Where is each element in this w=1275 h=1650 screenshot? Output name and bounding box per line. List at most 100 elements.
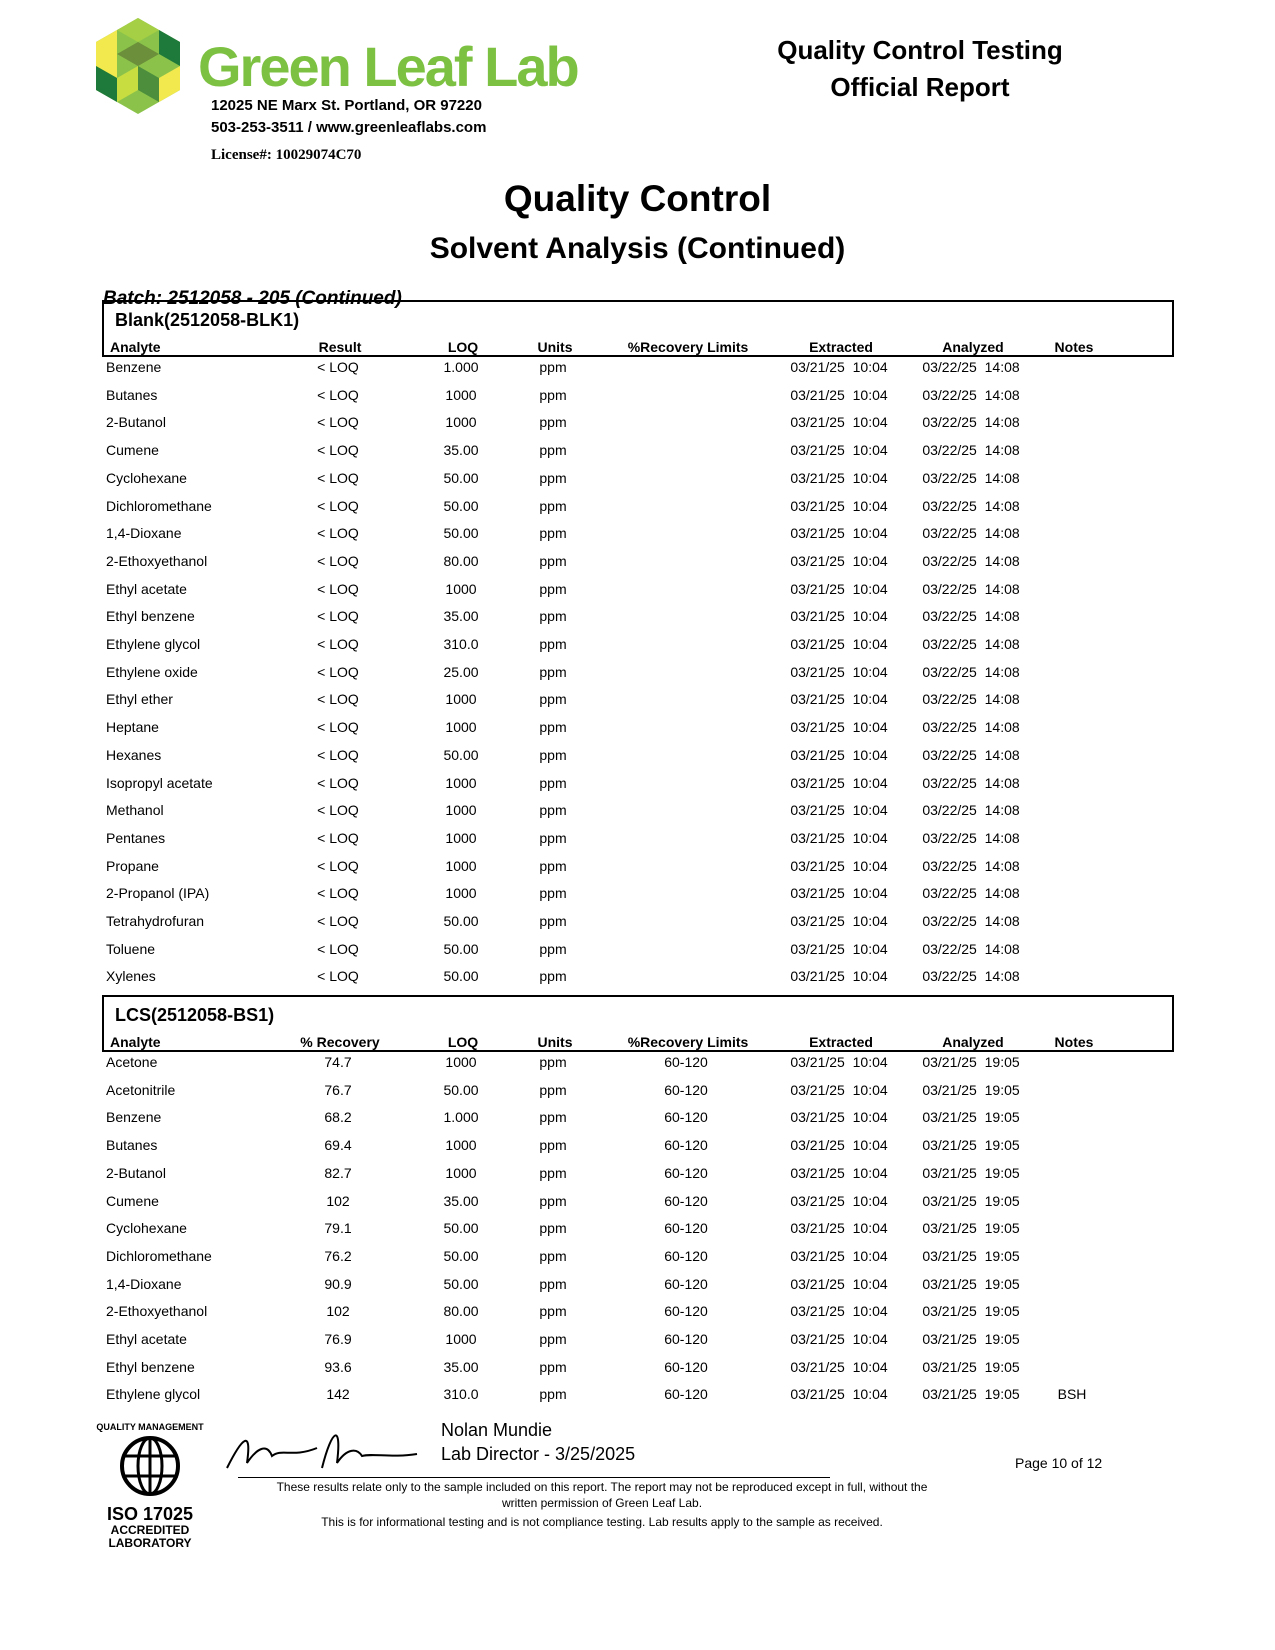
cell-analyzed: 03/22/25 14:08 [922, 580, 1020, 597]
cell-units: ppm [539, 940, 567, 957]
cell-extracted: 03/21/25 10:04 [790, 442, 888, 459]
cell-units: ppm [539, 525, 567, 542]
cell-result: 76.7 [324, 1081, 352, 1098]
cell-units: ppm [539, 1220, 567, 1237]
cell-loq: 1000 [445, 857, 477, 874]
column-header-recovery-limits: %Recovery Limits [627, 339, 749, 355]
cell-recovery-limits: 60-120 [664, 1220, 708, 1237]
table-row: Heptane < LOQ 1000 ppm 03/21/25 10:04 03/22/2… [102, 719, 1174, 747]
cell-analyte: Pentanes [106, 829, 166, 846]
cell-units: ppm [539, 1303, 567, 1320]
batch-label: Batch: 2512058 - 205 (Continued) [103, 288, 402, 309]
cell-extracted: 03/21/25 10:04 [790, 1081, 888, 1098]
cell-analyzed: 03/22/25 14:08 [922, 525, 1020, 542]
cell-extracted: 03/21/25 10:04 [790, 386, 888, 403]
cell-extracted: 03/21/25 10:04 [790, 968, 888, 985]
cell-analyzed: 03/22/25 14:08 [922, 414, 1020, 431]
cell-loq: 1000 [445, 386, 477, 403]
cell-analyte: Toluene [106, 940, 156, 957]
cell-loq: 80.00 [443, 1303, 479, 1320]
cell-units: ppm [539, 857, 567, 874]
cell-extracted: 03/21/25 10:04 [790, 1358, 888, 1375]
cell-units: ppm [539, 608, 567, 625]
cell-result: < LOQ [317, 636, 359, 652]
disclaimer-line2: written permission of Green Leaf Lab. [501, 1496, 703, 1510]
report-title-line1: Quality Control Testing [777, 35, 1063, 65]
cell-units: ppm [539, 802, 567, 819]
column-header-result: Result [318, 339, 362, 355]
cell-extracted: 03/21/25 10:04 [790, 1331, 888, 1347]
cell-analyte: 2-Butanol [106, 414, 166, 431]
cell-units: ppm [539, 1247, 567, 1264]
cell-extracted: 03/21/25 10:04 [790, 774, 888, 791]
cell-analyzed: 03/22/25 14:08 [922, 608, 1020, 625]
cell-extracted: 03/21/25 10:04 [790, 525, 888, 542]
cell-loq: 1.000 [443, 359, 479, 375]
table-row: Ethylene glycol 142 310.0 ppm 60-120 03/21/25… [102, 1386, 1174, 1414]
table-row: Acetonitrile 76.7 50.00 ppm 60-120 03/21/25 1… [102, 1082, 1174, 1110]
table-row: 2-Propanol (IPA) < LOQ 1000 ppm 03/21/25 10:… [102, 885, 1174, 913]
iso-text: ISO 17025 [107, 1504, 193, 1524]
cell-result: 69.4 [324, 1137, 352, 1154]
cell-result: < LOQ [317, 746, 359, 763]
cell-loq: 35.00 [443, 1192, 479, 1209]
cell-loq: 50.00 [443, 968, 479, 985]
table-row: Acetone 74.7 1000 ppm 60-120 03/21/25 10:04 03… [102, 1054, 1174, 1082]
table-row: Isopropyl acetate < LOQ 1000 ppm 03/21/25 10… [102, 775, 1174, 803]
cell-analyte: Acetone [106, 1054, 158, 1070]
cell-loq: 35.00 [443, 608, 479, 625]
cell-analyzed: 03/22/25 14:08 [922, 885, 1020, 902]
cell-loq: 1.000 [443, 1109, 479, 1126]
column-header-units: Units [537, 1034, 573, 1050]
cell-loq: 50.00 [443, 1247, 479, 1264]
cell-result: 76.2 [324, 1247, 352, 1264]
cell-analyte: Ethylene oxide [106, 663, 198, 680]
cell-units: ppm [539, 636, 567, 652]
cell-recovery-limits: 60-120 [664, 1137, 708, 1154]
cell-units: ppm [539, 359, 567, 375]
cell-analyzed: 03/22/25 14:08 [922, 829, 1020, 846]
cell-analyte: Tetrahydrofuran [106, 913, 205, 929]
cell-result: < LOQ [317, 829, 359, 846]
column-header-units: Units [537, 339, 573, 355]
cell-analyzed: 03/22/25 14:08 [922, 774, 1020, 791]
cell-analyte: Dichloromethane [106, 1247, 212, 1264]
column-header-analyzed: Analyzed [942, 339, 1004, 355]
page-subtitle: Solvent Analysis (Continued) [429, 232, 846, 265]
cell-result: < LOQ [317, 719, 359, 736]
cell-result: 79.1 [324, 1220, 352, 1237]
table-row: 2-Butanol 82.7 1000 ppm 60-120 03/21/25 10:04… [102, 1165, 1174, 1193]
cell-analyzed: 03/22/25 14:08 [922, 940, 1020, 957]
cell-analyte: Benzene [106, 359, 162, 375]
cell-analyte: Isopropyl acetate [106, 774, 213, 791]
cell-analyte: Ethyl benzene [106, 1358, 195, 1375]
column-header-result: % Recovery [300, 1034, 380, 1050]
cell-analyte: Dichloromethane [106, 497, 212, 514]
table-row: Xylenes < LOQ 50.00 ppm 03/21/25 10:04 03/22/… [102, 968, 1174, 996]
cell-analyzed: 03/22/25 14:08 [922, 968, 1020, 985]
cell-extracted: 03/21/25 10:04 [790, 857, 888, 874]
cell-units: ppm [539, 552, 567, 569]
cell-result: < LOQ [317, 608, 359, 625]
table-row: Pentanes < LOQ 1000 ppm 03/21/25 10:04 03/22/… [102, 830, 1174, 858]
cell-units: ppm [539, 1331, 567, 1347]
cell-result: 68.2 [324, 1109, 352, 1126]
column-header-loq: LOQ [447, 339, 479, 355]
lab-contact: 503-253-3511 / www.greenleaflabs.com [211, 119, 487, 136]
cell-extracted: 03/21/25 10:04 [790, 1247, 888, 1264]
cell-units: ppm [539, 386, 567, 403]
cell-extracted: 03/21/25 10:04 [790, 1192, 888, 1209]
page-title: Quality Control [503, 178, 772, 219]
cell-loq: 310.0 [443, 636, 479, 652]
cell-result: < LOQ [317, 802, 359, 819]
cell-analyzed: 03/21/25 19:05 [922, 1137, 1020, 1154]
cell-extracted: 03/21/25 10:04 [790, 829, 888, 846]
cell-extracted: 03/21/25 10:04 [790, 1109, 888, 1126]
cell-analyzed: 03/22/25 14:08 [922, 802, 1020, 819]
cell-analyzed: 03/21/25 19:05 [922, 1275, 1020, 1292]
table-row: Ethyl acetate < LOQ 1000 ppm 03/21/25 10:04 0… [102, 581, 1174, 609]
cell-loq: 310.0 [443, 1386, 479, 1403]
cell-extracted: 03/21/25 10:04 [790, 719, 888, 736]
cell-result: 93.6 [324, 1358, 352, 1375]
table-title: LCS(2512058-BS1) [115, 1005, 275, 1025]
